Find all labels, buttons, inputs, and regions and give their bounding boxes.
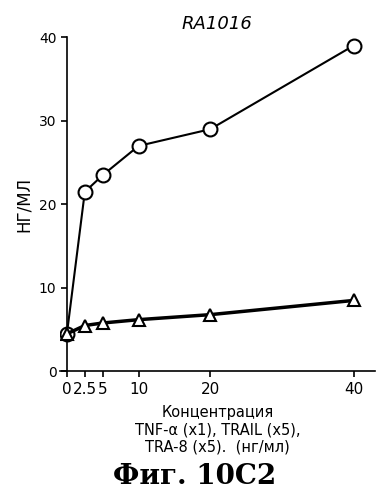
X-axis label: Концентрация
TNF-α (x1), TRAIL (x5),
TRA-8 (x5).  (нг/мл): Концентрация TNF-α (x1), TRAIL (x5), TRA… — [135, 405, 300, 455]
Y-axis label: НГ/МЛ: НГ/МЛ — [15, 177, 33, 232]
Title: RA1016: RA1016 — [182, 15, 253, 33]
Text: Фиг. 10С2: Фиг. 10С2 — [113, 463, 277, 490]
